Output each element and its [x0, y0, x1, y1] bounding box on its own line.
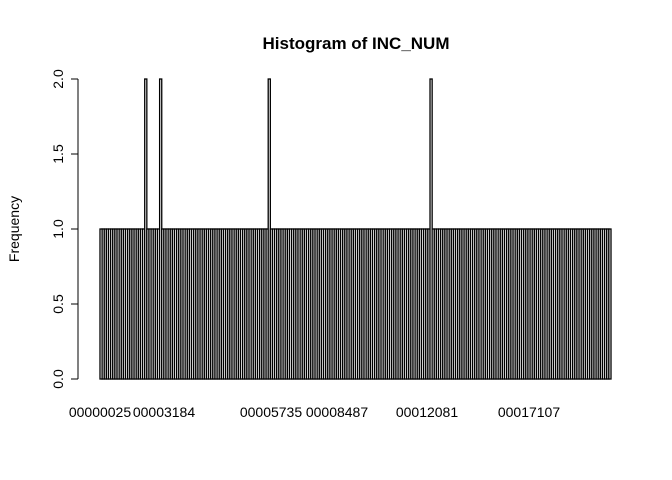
y-tick-label: 2.0	[50, 69, 66, 89]
y-axis: 0.0 0.5 1.0 1.5 2.0	[50, 69, 79, 389]
x-tick-label: 00000025	[69, 404, 132, 420]
x-tick-label: 00005735	[240, 404, 303, 420]
y-tick-label: 1.5	[50, 144, 66, 164]
y-tick-label: 1.0	[50, 219, 66, 239]
chart-title: Histogram of INC_NUM	[262, 34, 449, 53]
x-tick-label: 00017107	[498, 404, 561, 420]
x-axis-labels: 00000025 00003184 00005735 00008487 00012081…	[69, 404, 561, 420]
y-tick-label: 0.0	[50, 369, 66, 389]
x-tick-label: 00012081	[396, 404, 459, 420]
y-axis-label: Frequency	[6, 196, 22, 262]
x-tick-label: 00008487	[306, 404, 369, 420]
histogram-bar	[608, 228, 612, 380]
x-tick-label: 00003184	[133, 404, 196, 420]
y-tick-label: 0.5	[50, 294, 66, 314]
bars-group	[99, 78, 612, 380]
